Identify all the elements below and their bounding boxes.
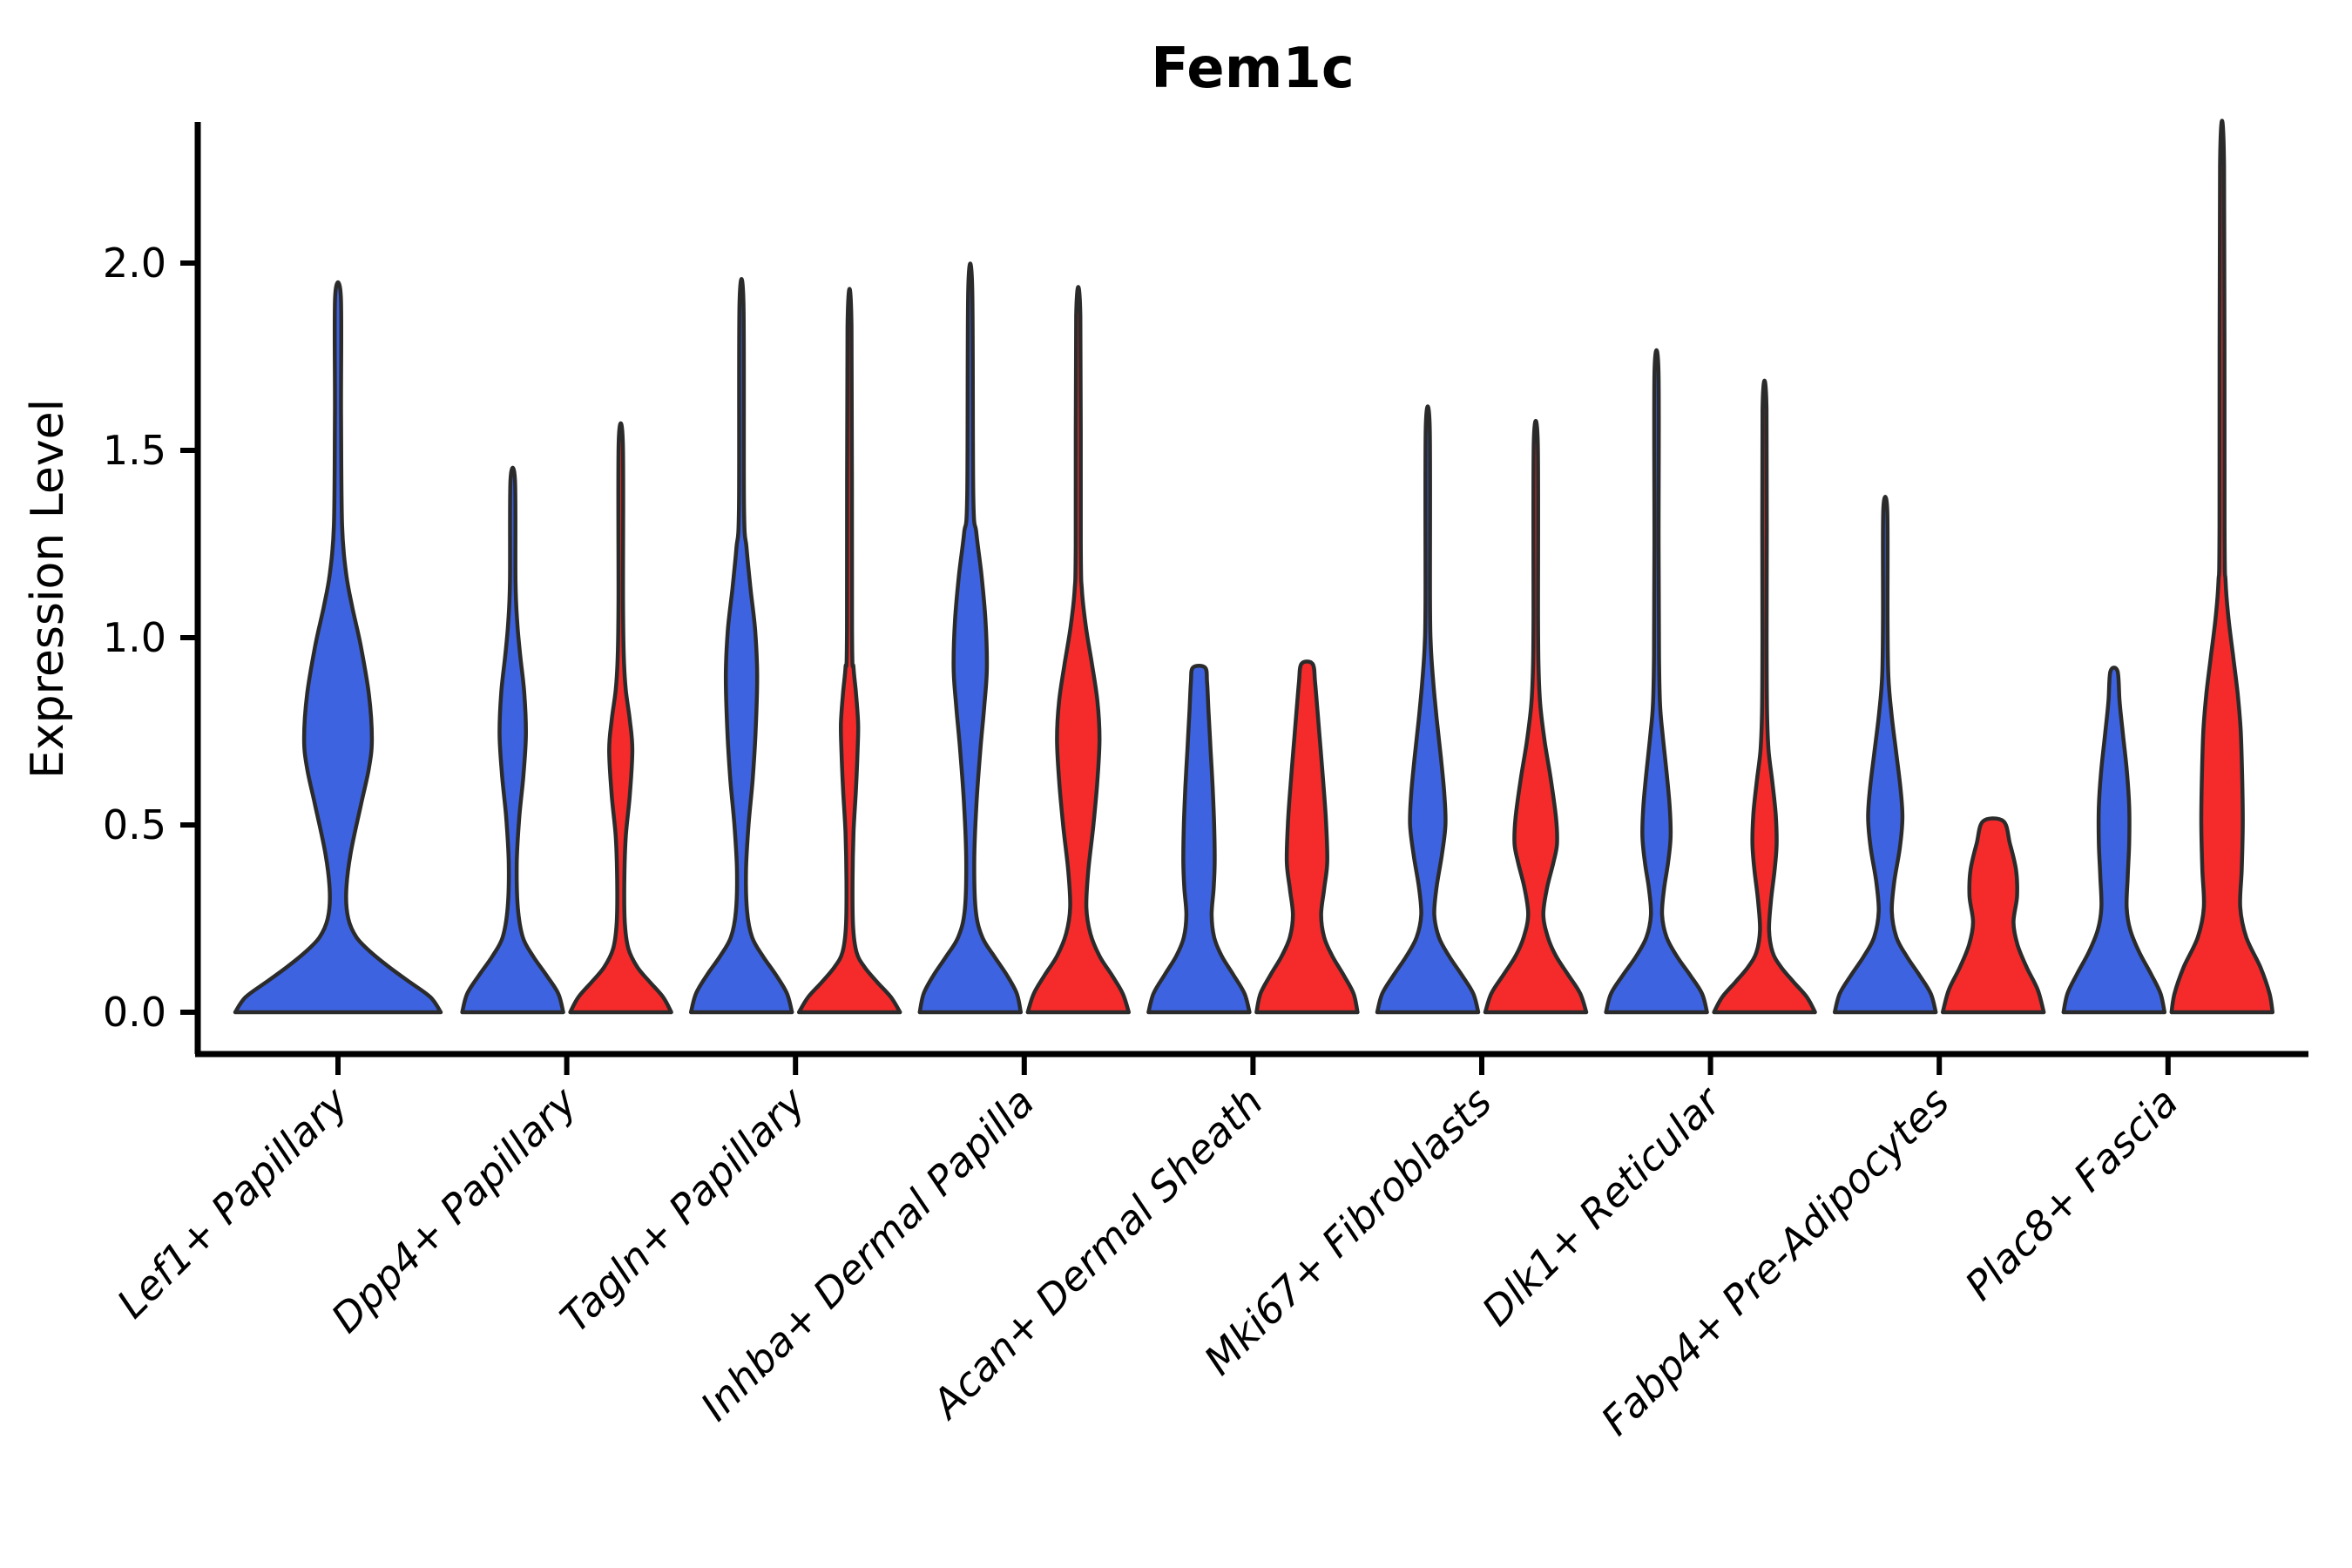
- violin-dpp4-papillary-blue: [460, 465, 565, 1015]
- violin-acan-dermal-sheath-blue: [1146, 663, 1252, 1015]
- violin-mki67-fibroblasts-blue: [1375, 404, 1481, 1015]
- violin-fabp4-pre-adipocytes-red: [1940, 816, 2046, 1015]
- violins-layer: [233, 118, 2275, 1015]
- violin-fabp4-pre-adipocytes-blue: [1832, 494, 1938, 1015]
- violin-plac8-fascia-blue: [2061, 666, 2167, 1015]
- y-tick-label: 0.5: [103, 801, 166, 848]
- violin-inhba-dermal-papilla-red: [1025, 285, 1132, 1015]
- violin-inhba-dermal-papilla-blue: [917, 261, 1024, 1015]
- violin-tagln-papillary-blue: [688, 277, 794, 1015]
- violin-mki67-fibroblasts-red: [1483, 419, 1589, 1015]
- y-tick-label: 0.0: [103, 989, 166, 1036]
- x-tick-label-plac8-fascia: Plac8+ Fascia: [1956, 1078, 2186, 1309]
- violin-plac8-fascia-red: [2169, 118, 2275, 1015]
- x-tick-label-dpp4-papillary: Dpp4+ Papillary: [322, 1078, 586, 1342]
- x-tick-label-lef1-papillary: Lef1+ Papillary: [108, 1078, 357, 1327]
- y-tick-label: 1.5: [103, 427, 166, 474]
- violin-tagln-papillary-red: [796, 287, 902, 1015]
- violin-lef1-papillary-blue: [233, 280, 443, 1015]
- y-axis-label: Expression Level: [22, 399, 74, 779]
- y-tick-label: 2.0: [103, 240, 166, 287]
- x-tick-label-tagln-papillary: Tagln+ Papillary: [551, 1078, 815, 1342]
- violin-acan-dermal-sheath-red: [1254, 659, 1360, 1015]
- y-axis: 0.0 0.5 1.0 1.5 2.0: [103, 240, 198, 1036]
- chart-title: Fem1c: [1151, 37, 1355, 101]
- y-tick-label: 1.0: [103, 614, 166, 661]
- violin-dpp4-papillary-red: [568, 421, 673, 1015]
- x-tick-label-dlk1-reticular: Dlk1+ Reticular: [1473, 1076, 1732, 1335]
- violin-dlk1-reticular-blue: [1604, 348, 1709, 1015]
- violin-dlk1-reticular-red: [1712, 378, 1817, 1015]
